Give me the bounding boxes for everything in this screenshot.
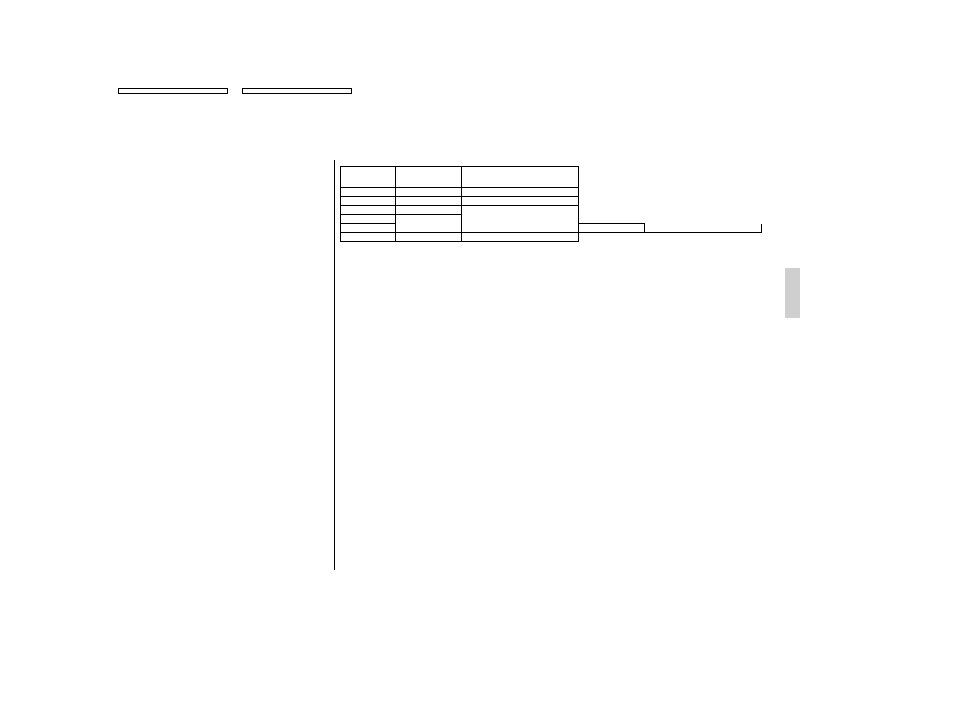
main-menu-button[interactable]: [118, 88, 228, 94]
col-header-cause: [395, 167, 461, 188]
table-row: [341, 197, 762, 206]
body-paragraph-2: [118, 182, 328, 199]
cell-cause: [395, 206, 461, 215]
table-header-row: [341, 167, 762, 188]
cell-msg: [341, 206, 396, 215]
table-row: [341, 206, 762, 215]
toc-button[interactable]: [242, 88, 352, 94]
table-row: [341, 188, 762, 197]
chapter-tab: [785, 268, 800, 318]
nav-button-row: [118, 88, 352, 94]
cell-msg: [341, 224, 396, 233]
body-text-column: [118, 168, 328, 213]
cell-msg: [341, 215, 396, 224]
error-message-table: [340, 166, 762, 242]
cell-solution: [461, 233, 578, 242]
col-header-solution: [461, 167, 578, 188]
cell-msg: [341, 188, 396, 197]
cell-cause: [395, 188, 461, 197]
cell-solution: [461, 197, 578, 206]
cell-msg: [341, 197, 396, 206]
cell-solution-empty: [644, 224, 761, 233]
table-row: [341, 233, 762, 242]
cell-solution: [461, 206, 578, 233]
cell-msg: [341, 233, 396, 242]
cell-cause-empty: [395, 215, 461, 233]
cell-cause: [395, 233, 461, 242]
cell-solution: [461, 188, 578, 197]
cell-cause: [395, 197, 461, 206]
cell-cause: [578, 224, 644, 233]
col-header-message: [341, 167, 396, 188]
column-divider: [334, 160, 335, 570]
